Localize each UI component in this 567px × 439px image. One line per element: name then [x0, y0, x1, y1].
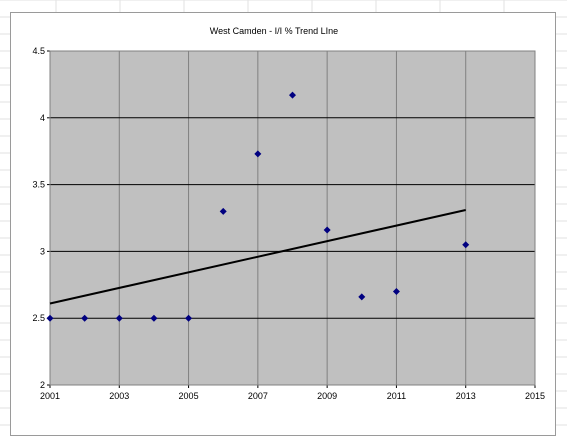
chart-container[interactable]: West Camden - I/I % Trend LIne 2001 2003 2… [10, 12, 556, 436]
trendline-layer [49, 209, 466, 305]
axes: 2001 2003 2005 2007 2009 2011 2013 2015 2 2.5 3 3.5… [32, 46, 545, 401]
y-tick-label: 4.5 [32, 46, 45, 56]
data-point [185, 314, 193, 322]
data-point [254, 150, 262, 158]
x-tick-label: 2001 [40, 391, 60, 401]
data-point [46, 314, 54, 322]
data-point [392, 287, 400, 295]
y-tick-label: 2 [40, 380, 45, 390]
chart-svg: West Camden - I/I % Trend LIne 2001 2003 2… [32, 26, 545, 401]
x-tick-label: 2011 [387, 391, 406, 401]
data-point [289, 91, 296, 99]
x-tick-label: 2003 [109, 391, 129, 401]
data-point [462, 241, 470, 249]
data-points [46, 91, 470, 322]
y-tick-label: 2.5 [32, 313, 45, 323]
data-point [81, 314, 89, 322]
data-point [323, 226, 331, 234]
x-tick-label: 2007 [248, 391, 268, 401]
chart-title: West Camden - I/I % Trend LIne [210, 26, 338, 36]
data-point [150, 314, 158, 322]
x-tick-label: 2013 [456, 391, 476, 401]
x-tick-label: 2005 [179, 391, 199, 401]
plot-border [49, 50, 536, 386]
data-point [358, 293, 366, 301]
trendline [49, 209, 466, 305]
plot-area [50, 51, 535, 385]
y-tick-label: 4 [40, 113, 45, 123]
data-point [115, 314, 123, 322]
x-tick-label: 2015 [525, 391, 545, 401]
x-tick-label: 2009 [317, 391, 337, 401]
y-tick-label: 3 [40, 246, 45, 256]
data-point [219, 207, 227, 215]
y-tick-label: 3.5 [32, 180, 45, 190]
